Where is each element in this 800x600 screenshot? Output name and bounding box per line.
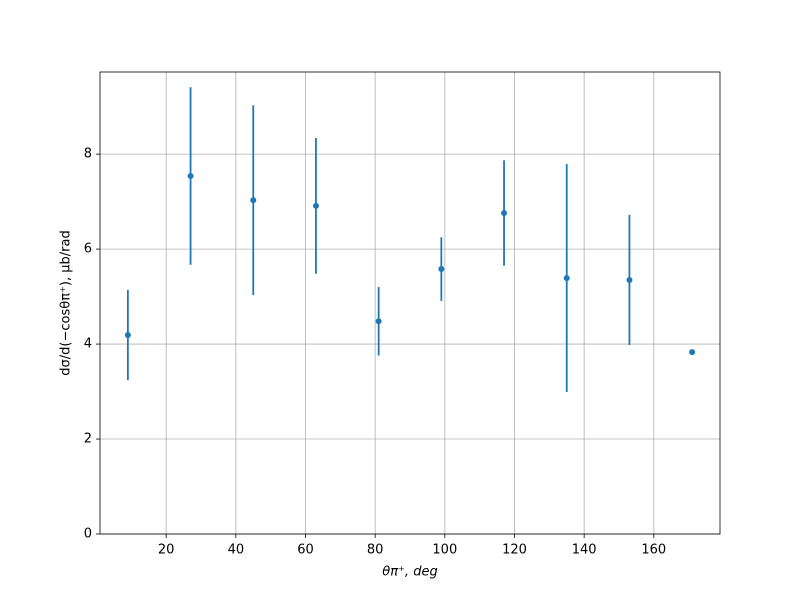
x-tick-label: 120	[502, 543, 527, 558]
x-tick-label: 20	[158, 543, 175, 558]
x-tick-label: 100	[432, 543, 457, 558]
y-tick-label: 0	[84, 527, 92, 542]
data-point	[250, 197, 257, 204]
data-point	[689, 349, 696, 356]
x-tick-label: 40	[228, 543, 245, 558]
y-tick-label: 6	[84, 242, 92, 257]
y-tick-label: 2	[84, 432, 92, 447]
y-tick-label: 4	[84, 337, 92, 352]
data-point	[312, 202, 319, 209]
x-tick-label: 140	[572, 543, 597, 558]
y-axis-label: dσ/d(−cosθπ⁺), μb/rad	[59, 230, 74, 375]
data-point	[501, 210, 508, 217]
data-point	[626, 276, 633, 283]
x-tick-label: 80	[367, 543, 384, 558]
data-point	[187, 172, 194, 179]
y-tick-label: 8	[84, 147, 92, 162]
data-point	[124, 332, 131, 339]
x-tick-label: 60	[297, 543, 314, 558]
plot-frame	[99, 71, 721, 535]
data-point	[375, 318, 382, 325]
data-point	[438, 266, 445, 273]
x-axis-label: θπ⁺, deg	[382, 565, 437, 580]
x-tick-label: 160	[641, 543, 666, 558]
data-point	[563, 275, 570, 282]
